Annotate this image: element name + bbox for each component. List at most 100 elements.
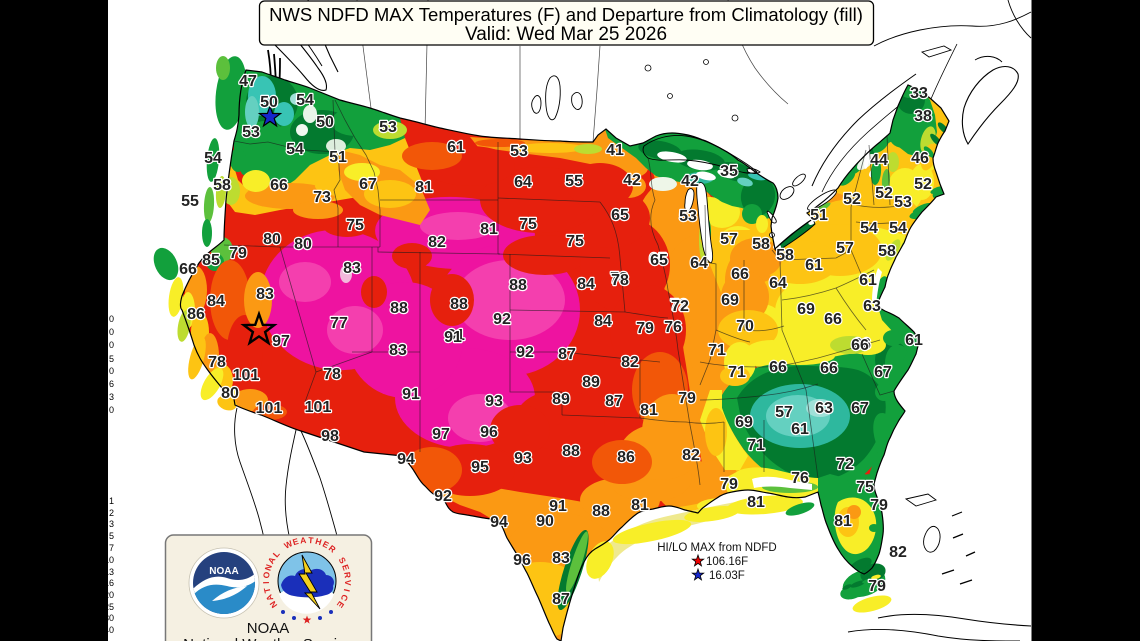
svg-text:A: A [300,535,307,545]
svg-text:66: 66 [851,337,869,354]
svg-text:38: 38 [914,108,932,125]
svg-text:C: C [339,593,351,603]
svg-text:96: 96 [480,424,498,441]
svg-text:H: H [314,536,323,547]
svg-text:54: 54 [889,220,907,237]
svg-text:58: 58 [776,247,794,264]
svg-text:88: 88 [592,503,610,520]
svg-text:V: V [343,580,353,586]
svg-text:83: 83 [552,550,570,567]
svg-text:87: 87 [552,591,570,608]
svg-text:N: N [263,563,274,572]
svg-text:0: 0 [109,314,114,324]
svg-text:82: 82 [682,447,700,464]
svg-text:16: 16 [104,578,114,588]
svg-text:N: N [268,599,280,610]
svg-text:53: 53 [510,143,528,160]
svg-text:79: 79 [870,497,888,514]
svg-text:75: 75 [519,216,537,233]
svg-text:2: 2 [109,508,114,518]
svg-text:88: 88 [450,296,468,313]
svg-text:44: 44 [870,152,888,169]
svg-text:61: 61 [805,257,823,274]
svg-text:95: 95 [471,459,489,476]
svg-text:13: 13 [104,567,114,577]
svg-text:A: A [266,555,278,565]
svg-text:91: 91 [447,327,465,344]
svg-text:A: A [264,593,276,603]
svg-text:HI/LO MAX from NDFD: HI/LO MAX from NDFD [657,542,776,554]
svg-text:55: 55 [181,193,199,210]
svg-text:79: 79 [229,245,247,262]
svg-text:88: 88 [509,277,527,294]
svg-text:81: 81 [415,179,433,196]
svg-text:69: 69 [797,301,815,318]
svg-text:89: 89 [552,391,570,408]
svg-text:30: 30 [104,613,114,623]
svg-text:I: I [261,581,271,584]
svg-text:53: 53 [679,208,697,225]
svg-text:55: 55 [565,173,583,190]
svg-text:69: 69 [721,292,739,309]
svg-text:75: 75 [566,233,584,250]
svg-text:71: 71 [708,342,726,359]
svg-text:101: 101 [256,400,283,417]
svg-text:92: 92 [434,488,452,505]
svg-text:86: 86 [617,449,635,466]
svg-text:66: 66 [769,359,787,376]
svg-text:106.16F: 106.16F [706,556,748,568]
svg-text:71: 71 [728,364,746,381]
svg-text:75: 75 [346,217,364,234]
svg-text:E: E [291,536,300,547]
svg-text:54: 54 [286,141,304,158]
svg-text:80: 80 [263,231,281,248]
svg-text:81: 81 [480,221,498,238]
svg-text:89: 89 [582,374,600,391]
svg-text:82: 82 [889,544,907,561]
svg-text:86: 86 [187,306,205,323]
svg-text:66: 66 [270,177,288,194]
svg-text:66: 66 [731,266,749,283]
svg-text:NOAA: NOAA [209,566,238,577]
svg-text:69: 69 [735,414,753,431]
svg-text:82: 82 [621,354,639,371]
svg-text:52: 52 [875,185,893,202]
svg-text:0: 0 [109,366,114,376]
svg-text:84: 84 [207,293,225,310]
svg-text:81: 81 [631,497,649,514]
svg-text:58: 58 [213,177,231,194]
svg-text:58: 58 [878,243,896,260]
svg-text:47: 47 [239,73,257,90]
svg-text:72: 72 [671,298,689,315]
svg-text:10: 10 [104,555,114,565]
svg-text:91: 91 [444,329,462,346]
svg-text:53: 53 [894,194,912,211]
svg-text:87: 87 [558,346,576,363]
svg-text:T: T [261,586,272,594]
svg-text:83: 83 [256,286,274,303]
svg-text:35: 35 [720,163,738,180]
svg-text:67: 67 [874,364,892,381]
svg-text:66: 66 [820,360,838,377]
svg-text:67: 67 [851,400,869,417]
svg-text:0: 0 [109,327,114,337]
svg-text:57: 57 [720,231,738,248]
svg-text:82: 82 [428,234,446,251]
svg-text:NOAA: NOAA [247,620,290,637]
svg-text:50: 50 [260,94,278,111]
svg-text:42: 42 [681,173,699,190]
svg-text:101: 101 [233,367,260,384]
svg-text:72: 72 [836,456,854,473]
svg-text:41: 41 [606,142,624,159]
svg-text:98: 98 [321,428,339,445]
svg-text:70: 70 [736,318,754,335]
svg-text:63: 63 [863,298,881,315]
svg-text:53: 53 [379,119,397,136]
svg-text:84: 84 [594,313,612,330]
svg-text:78: 78 [610,270,628,287]
svg-text:71: 71 [747,437,765,454]
svg-text:5: 5 [109,531,114,541]
svg-text:16.03F: 16.03F [709,570,745,582]
svg-text:53: 53 [242,124,260,141]
svg-text:76: 76 [664,319,682,336]
